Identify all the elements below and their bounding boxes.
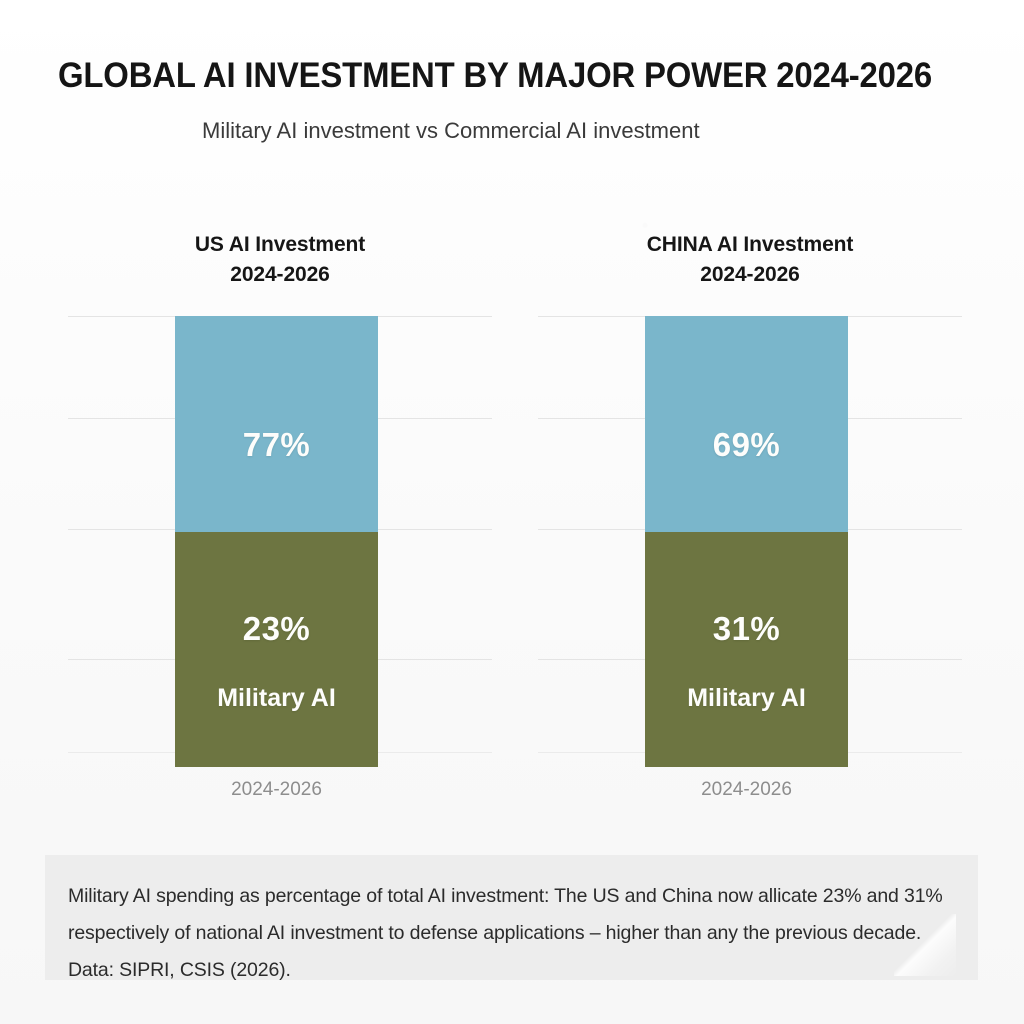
footnote-panel: Military AI spending as percentage of to… [45,855,978,981]
panel-us-title: US AI Investment 2024-2026 [68,230,492,290]
panel-us-x-tick-label: 2024-2026 [231,779,322,800]
panel-china-commercial-value: 69% [712,426,781,464]
page-subtitle: Military AI investment vs Commercial AI … [202,118,700,143]
panel-us-plot-area: 77% 23% Military AI 2024-2026 [68,316,492,800]
panel-china-title-line1: CHINA AI Investment [646,233,854,256]
footnote-text: Military AI spending as percentage of to… [68,885,943,981]
panel-us-commercial-segment[interactable]: 77% [175,316,378,533]
page-title: GLOBAL AI INVESTMENT BY MAJOR POWER 2024… [58,56,932,95]
panel-china-military-label: Military AI [687,684,806,713]
panel-us-military-segment[interactable]: 23% Military AI [175,532,378,767]
panel-us-military-value: 23% [242,610,311,648]
panel-china: CHINA AI Investment 2024-2026 69% 31% [538,230,962,800]
panel-us-commercial-value: 77% [242,426,311,464]
panel-us-military-label: Military AI [217,684,336,713]
panel-china-title-line2: 2024-2026 [700,262,800,286]
panel-china-military-value: 31% [712,610,781,648]
panel-china-military-segment[interactable]: 31% Military AI [645,532,848,767]
panel-us-title-line1: US AI Investment [194,233,366,256]
panel-china-plot-area: 69% 31% Military AI 2024-2026 [538,316,962,800]
panel-us-title-line2: 2024-2026 [230,262,330,286]
panel-china-commercial-segment[interactable]: 69% [645,316,848,533]
panel-us-stacked-bar[interactable]: 77% 23% Military AI [175,316,378,767]
panel-china-title: CHINA AI Investment 2024-2026 [538,230,962,290]
panel-us: US AI Investment 2024-2026 77% 23% [68,230,492,800]
panel-china-stacked-bar[interactable]: 69% 31% Military AI [645,316,848,767]
panel-china-x-tick-label: 2024-2026 [701,779,792,800]
